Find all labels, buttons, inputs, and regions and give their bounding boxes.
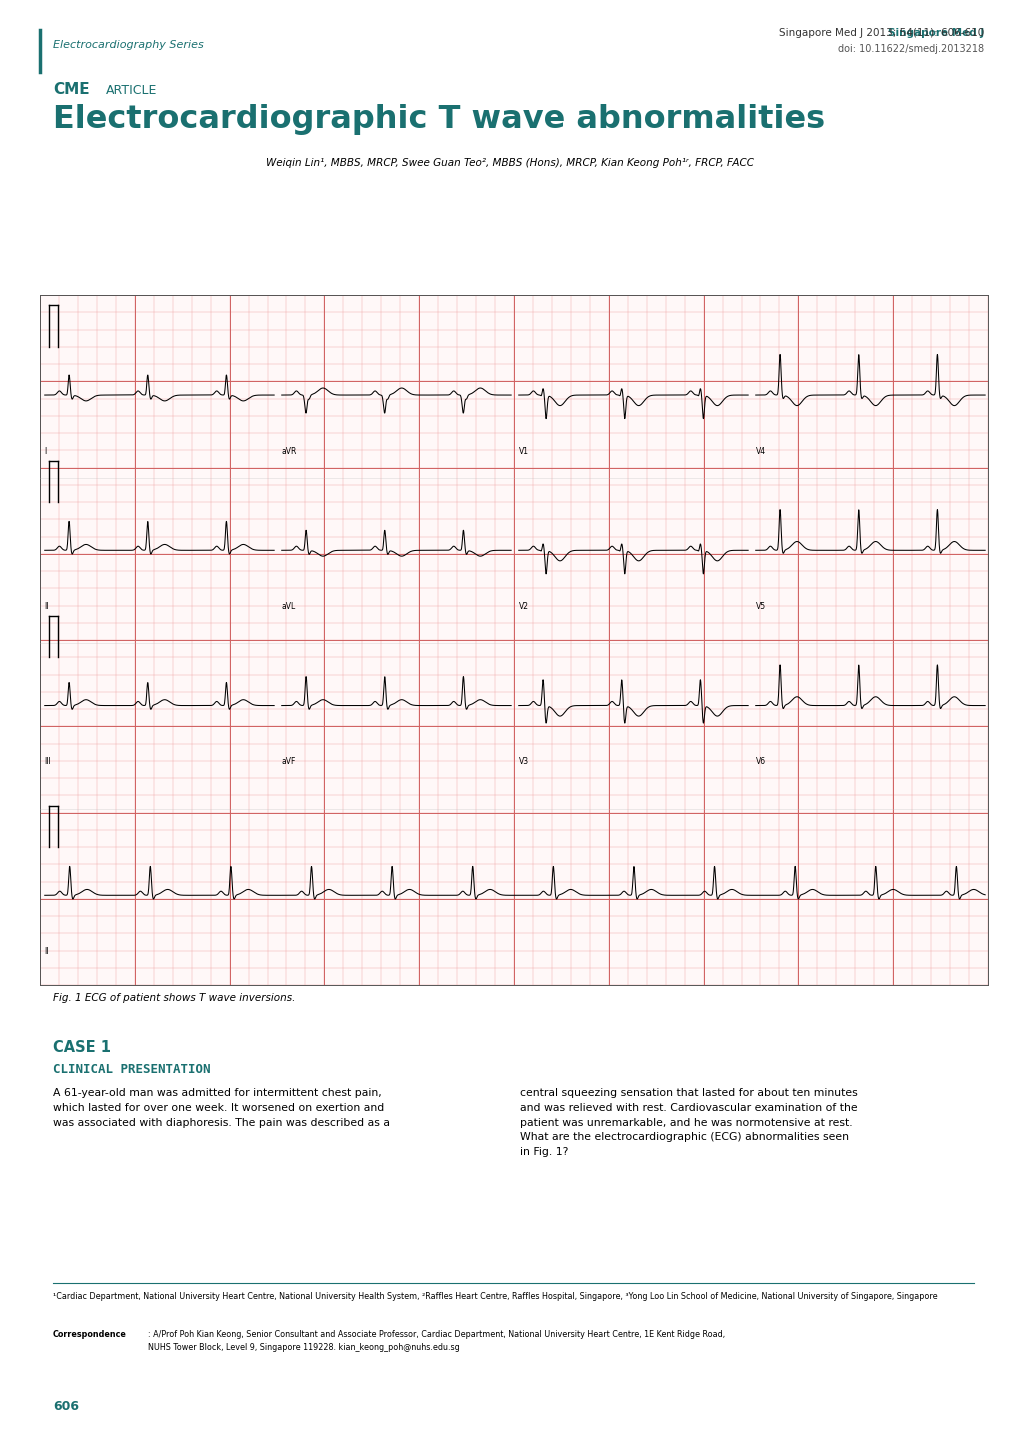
Text: Weiqin Lin¹, MBBS, MRCP, Swee Guan Teo², MBBS (Hons), MRCP, Kian Keong Poh¹ʳ, FR: Weiqin Lin¹, MBBS, MRCP, Swee Guan Teo²,… bbox=[266, 159, 753, 169]
Text: doi: 10.11622/smedj.2013218: doi: 10.11622/smedj.2013218 bbox=[838, 45, 983, 53]
Text: V3: V3 bbox=[519, 757, 528, 766]
Text: V4: V4 bbox=[755, 447, 765, 456]
Text: II: II bbox=[45, 947, 49, 956]
Text: ¹Cardiac Department, National University Heart Centre, National University Healt: ¹Cardiac Department, National University… bbox=[53, 1292, 936, 1301]
Text: Singapore Med J: Singapore Med J bbox=[888, 27, 983, 37]
Text: : A/Prof Poh Kian Keong, Senior Consultant and Associate Professor, Cardiac Depa: : A/Prof Poh Kian Keong, Senior Consulta… bbox=[148, 1330, 725, 1351]
Text: CASE 1: CASE 1 bbox=[53, 1040, 111, 1056]
Text: Correspondence: Correspondence bbox=[53, 1330, 126, 1340]
Text: 606: 606 bbox=[53, 1400, 78, 1413]
Text: CME: CME bbox=[53, 82, 90, 97]
Text: Singapore Med J 2013; 54(11): 606-610: Singapore Med J 2013; 54(11): 606-610 bbox=[779, 27, 983, 37]
Text: V2: V2 bbox=[519, 603, 528, 611]
Text: A 61-year-old man was admitted for intermittent chest pain,
which lasted for ove: A 61-year-old man was admitted for inter… bbox=[53, 1089, 389, 1128]
Text: Electrocardiographic T wave abnormalities: Electrocardiographic T wave abnormalitie… bbox=[53, 104, 824, 136]
Text: central squeezing sensation that lasted for about ten minutes
and was relieved w: central squeezing sensation that lasted … bbox=[520, 1089, 857, 1156]
Text: Fig. 1 ECG of patient shows T wave inversions.: Fig. 1 ECG of patient shows T wave inver… bbox=[53, 994, 296, 1004]
Text: V5: V5 bbox=[755, 603, 765, 611]
Text: aVF: aVF bbox=[281, 757, 296, 766]
Text: aVR: aVR bbox=[281, 447, 297, 456]
Text: II: II bbox=[45, 603, 49, 611]
Text: CLINICAL PRESENTATION: CLINICAL PRESENTATION bbox=[53, 1063, 210, 1076]
Text: ARTICLE: ARTICLE bbox=[106, 84, 157, 97]
Text: I: I bbox=[45, 447, 47, 456]
Text: aVL: aVL bbox=[281, 603, 296, 611]
Text: Electrocardiography Series: Electrocardiography Series bbox=[53, 40, 204, 50]
Text: V6: V6 bbox=[755, 757, 765, 766]
Text: V1: V1 bbox=[519, 447, 528, 456]
Text: III: III bbox=[45, 757, 51, 766]
